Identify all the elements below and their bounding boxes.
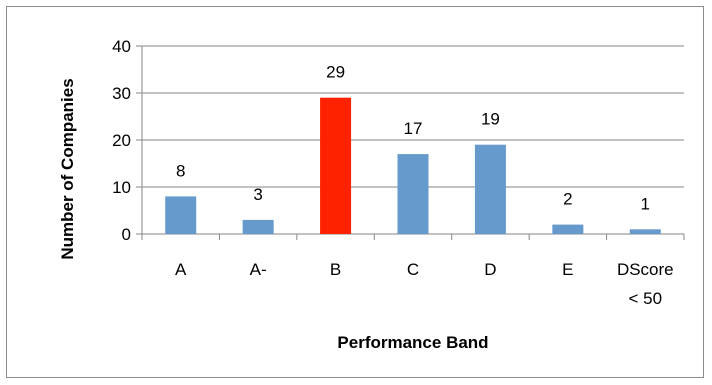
chart-area [6, 6, 704, 378]
x-tick-label: < 50 [629, 289, 663, 308]
x-tick-labels: A A- B C D E DScore < 50 [175, 260, 674, 308]
x-tick-label: B [330, 260, 341, 279]
bar [165, 196, 197, 234]
bar [629, 229, 661, 234]
x-tick-label: C [407, 260, 419, 279]
data-label: 19 [481, 110, 500, 129]
data-label: 3 [253, 185, 262, 204]
data-label: 8 [176, 161, 185, 180]
x-tick-label: A- [250, 260, 267, 279]
data-label: 17 [404, 119, 423, 138]
y-tick-label: 30 [112, 84, 131, 103]
y-axis-title: Number of Companies [58, 78, 77, 259]
bar [320, 97, 352, 234]
bar [397, 154, 429, 234]
y-tick-labels: 0 10 20 30 40 [112, 37, 131, 244]
data-label: 2 [563, 190, 572, 209]
y-tick-label: 20 [112, 131, 131, 150]
x-tick-label: DScore [617, 260, 674, 279]
data-label: 29 [326, 63, 345, 82]
bar [552, 224, 584, 234]
x-axis-title: Performance Band [337, 333, 488, 352]
x-tick-label: A [175, 260, 187, 279]
y-tick-label: 0 [122, 225, 131, 244]
x-tick-label: D [484, 260, 496, 279]
data-label: 1 [641, 194, 650, 213]
y-tick-label: 10 [112, 178, 131, 197]
bar [474, 144, 506, 234]
bar [242, 219, 274, 234]
x-tick-label: E [562, 260, 573, 279]
y-tick-label: 40 [112, 37, 131, 56]
bars [165, 97, 661, 234]
